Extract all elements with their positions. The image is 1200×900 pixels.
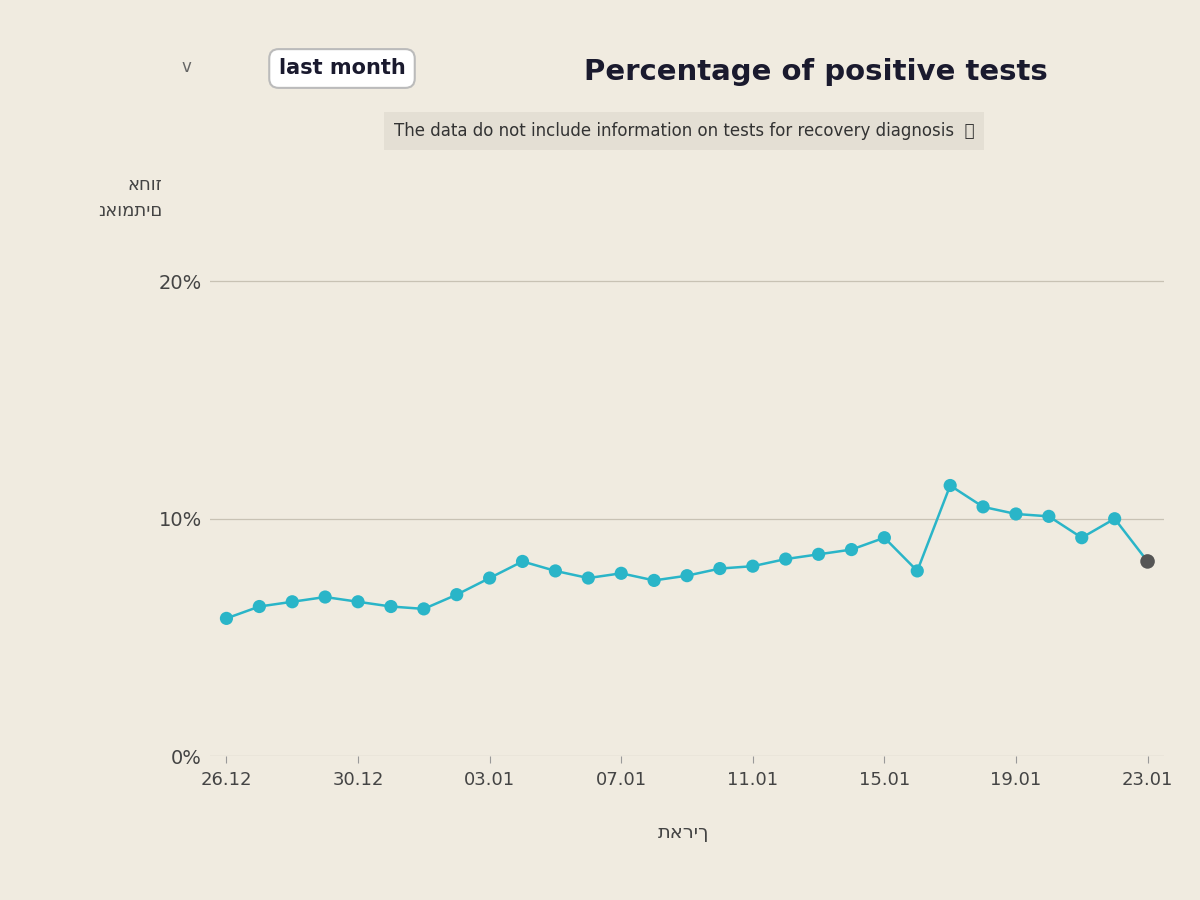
Point bbox=[512, 554, 532, 569]
Text: Percentage of positive tests: Percentage of positive tests bbox=[584, 58, 1048, 86]
Text: last month: last month bbox=[278, 58, 406, 78]
Point bbox=[710, 562, 730, 576]
Point bbox=[316, 590, 335, 604]
Point bbox=[907, 563, 926, 578]
Text: The data do not include information on tests for recovery diagnosis  ⓘ: The data do not include information on t… bbox=[394, 122, 974, 140]
Point bbox=[644, 573, 664, 588]
Point bbox=[1039, 509, 1058, 524]
Text: v: v bbox=[181, 58, 191, 76]
Point bbox=[217, 611, 236, 625]
Point bbox=[250, 599, 269, 614]
Point bbox=[809, 547, 828, 562]
Point bbox=[776, 552, 796, 566]
Point bbox=[480, 571, 499, 585]
Point bbox=[842, 543, 862, 557]
Point bbox=[546, 563, 565, 578]
Point bbox=[1138, 554, 1157, 569]
Point bbox=[941, 478, 960, 492]
Point bbox=[283, 595, 302, 609]
Point bbox=[1072, 530, 1091, 544]
Text: נאומתים: נאומתים bbox=[97, 202, 162, 220]
Point bbox=[382, 599, 401, 614]
Point bbox=[414, 602, 433, 616]
Point bbox=[743, 559, 762, 573]
Text: אחוז: אחוז bbox=[127, 176, 162, 194]
Point bbox=[973, 500, 992, 514]
Point bbox=[1105, 511, 1124, 526]
Point bbox=[1007, 507, 1026, 521]
Point bbox=[677, 569, 696, 583]
Point bbox=[612, 566, 631, 580]
Point bbox=[875, 530, 894, 544]
Text: תאריך: תאריך bbox=[659, 823, 709, 842]
Point bbox=[348, 595, 367, 609]
Point bbox=[578, 571, 598, 585]
Point bbox=[448, 588, 467, 602]
